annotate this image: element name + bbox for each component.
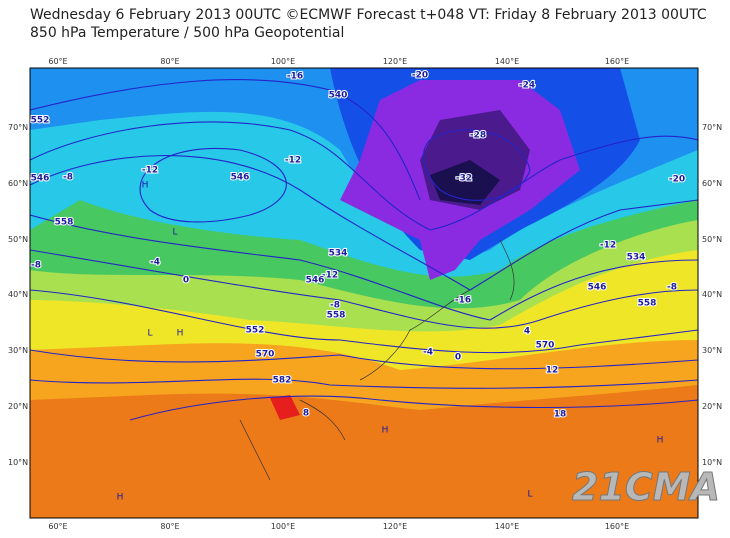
contour-label: 582 bbox=[273, 376, 292, 386]
contour-label: -12 bbox=[322, 271, 338, 281]
contour-label: 570 bbox=[536, 341, 555, 351]
contour-label: -4 bbox=[150, 258, 160, 268]
contour-label: 570 bbox=[256, 350, 275, 360]
latitude-label: 50°N bbox=[8, 235, 28, 244]
latitude-label: 20°N bbox=[702, 402, 722, 411]
contour-label: 534 bbox=[329, 249, 348, 259]
pressure-mark: H bbox=[142, 181, 149, 191]
longitude-label: 140°E bbox=[495, 522, 519, 531]
coastlines bbox=[239, 239, 515, 481]
latitude-label: 40°N bbox=[8, 290, 28, 299]
contour-label: -12 bbox=[600, 241, 616, 251]
contour-label: -8 bbox=[330, 301, 340, 311]
pressure-mark: H bbox=[177, 329, 184, 339]
pressure-mark: L bbox=[527, 490, 532, 500]
pressure-marks: H L H L H H L H bbox=[117, 181, 664, 503]
latitude-label: 70°N bbox=[8, 123, 28, 132]
longitude-label: 80°E bbox=[160, 57, 179, 66]
geopotential-contours bbox=[30, 79, 698, 421]
temperature-field bbox=[30, 68, 698, 518]
contour-label: 552 bbox=[246, 326, 265, 336]
latitude-label: 20°N bbox=[8, 402, 28, 411]
contour-label: 546 bbox=[306, 276, 325, 286]
longitude-label: 80°E bbox=[160, 522, 179, 531]
pressure-mark: L bbox=[172, 228, 177, 238]
pressure-mark: H bbox=[382, 426, 389, 436]
contour-label: 4 bbox=[524, 327, 530, 337]
longitude-label: 60°E bbox=[48, 522, 67, 531]
contour-labels: -16 -20 -24 -28 -32 -20 -12 -12 552 540 … bbox=[30, 70, 687, 421]
contour-label: -32 bbox=[456, 174, 472, 184]
header-line2: 850 hPa Temperature / 500 hPa Geopotenti… bbox=[30, 25, 344, 41]
contour-label: 534 bbox=[627, 253, 646, 263]
contour-label: 546 bbox=[231, 173, 250, 183]
contour-label: -20 bbox=[669, 175, 685, 185]
contour-label: 546 bbox=[588, 283, 607, 293]
contour-label: 0 bbox=[455, 353, 461, 363]
longitude-label: 120°E bbox=[383, 522, 407, 531]
longitude-label: 140°E bbox=[495, 57, 519, 66]
contour-label: -12 bbox=[142, 166, 158, 176]
watermark: 21CMA bbox=[572, 465, 720, 509]
longitude-labels-bottom: 60°E 80°E 100°E 120°E 140°E 160°E bbox=[48, 522, 629, 531]
pressure-mark: L bbox=[147, 329, 152, 339]
latitude-labels-right: 70°N 60°N 50°N 40°N 30°N 20°N 10°N bbox=[702, 123, 722, 467]
contour-label: 540 bbox=[329, 91, 348, 101]
latitude-label: 30°N bbox=[8, 346, 28, 355]
latitude-label: 10°N bbox=[8, 458, 28, 467]
latitude-label: 10°N bbox=[702, 458, 722, 467]
latitude-label: 60°N bbox=[8, 179, 28, 188]
longitude-label: 160°E bbox=[605, 57, 629, 66]
contour-label: -20 bbox=[412, 71, 428, 81]
pressure-mark: H bbox=[117, 493, 124, 503]
contour-label: -16 bbox=[455, 296, 471, 306]
contour-label: 18 bbox=[554, 410, 567, 420]
contour-label: -12 bbox=[285, 156, 301, 166]
contour-label: 552 bbox=[31, 116, 50, 126]
longitude-label: 160°E bbox=[605, 522, 629, 531]
contour-label: 546 bbox=[31, 174, 50, 184]
latitude-label: 30°N bbox=[702, 346, 722, 355]
longitude-label: 60°E bbox=[48, 57, 67, 66]
latitude-label: 50°N bbox=[702, 235, 722, 244]
contour-label: -24 bbox=[519, 81, 535, 91]
pressure-mark: H bbox=[657, 436, 664, 446]
contour-label: 558 bbox=[327, 311, 346, 321]
contour-label: -8 bbox=[63, 173, 73, 183]
contour-label: 12 bbox=[546, 366, 559, 376]
contour-label: 8 bbox=[303, 409, 309, 419]
contour-label: -4 bbox=[423, 348, 433, 358]
latitude-label: 70°N bbox=[702, 123, 722, 132]
contour-label: 0 bbox=[183, 276, 189, 286]
contour-label: -28 bbox=[470, 131, 486, 141]
contour-label: 558 bbox=[638, 299, 657, 309]
latitude-label: 40°N bbox=[702, 290, 722, 299]
latitude-labels-left: 70°N 60°N 50°N 40°N 30°N 20°N 10°N bbox=[8, 123, 28, 467]
header-line1: Wednesday 6 February 2013 00UTC ©ECMWF F… bbox=[30, 7, 707, 23]
longitude-label: 120°E bbox=[383, 57, 407, 66]
latitude-label: 60°N bbox=[702, 179, 722, 188]
contour-label: -8 bbox=[667, 283, 677, 293]
contour-label: -8 bbox=[31, 261, 41, 271]
longitude-label: 100°E bbox=[271, 522, 295, 531]
contour-label: -16 bbox=[287, 72, 303, 82]
longitude-label: 100°E bbox=[271, 57, 295, 66]
map-frame bbox=[29, 67, 699, 519]
longitude-labels-top: 60°E 80°E 100°E 120°E 140°E 160°E bbox=[48, 57, 629, 66]
contour-label: 558 bbox=[55, 218, 74, 228]
